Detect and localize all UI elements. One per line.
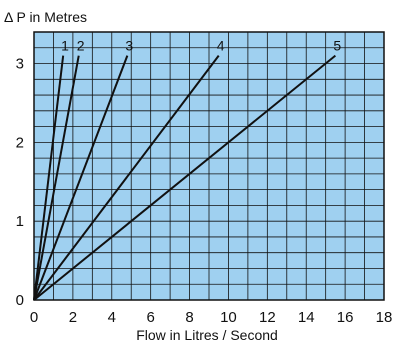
series-line-1 [33, 55, 65, 301]
series-label-1: 1 [61, 38, 69, 54]
y-tick-label: 1 [16, 213, 24, 230]
series-label-4: 4 [217, 38, 225, 54]
x-tick-label: 8 [185, 309, 193, 326]
series-label-3: 3 [125, 38, 133, 54]
series-line-5 [33, 54, 337, 301]
x-tick-label: 14 [298, 309, 315, 326]
x-tick-label: 18 [376, 309, 393, 326]
y-tick-label: 2 [16, 134, 24, 151]
y-axis-label: Δ P in Metres [4, 9, 87, 25]
series-label-5: 5 [333, 38, 341, 54]
x-tick-label: 4 [108, 309, 116, 326]
series-label-2: 2 [77, 38, 85, 54]
x-tick-label: 0 [30, 309, 38, 326]
x-tick-label: 16 [337, 309, 354, 326]
x-axis-label: Flow in Litres / Second [136, 327, 278, 343]
series-line-2 [33, 55, 80, 301]
x-tick-label: 12 [259, 309, 276, 326]
x-tick-labels: 0 2 4 6 8 10 12 14 16 18 [30, 309, 393, 326]
series-lines [33, 54, 337, 301]
plot-frame [33, 31, 385, 301]
series-line-4 [33, 55, 220, 301]
y-tick-label: 3 [16, 56, 24, 73]
y-tick-labels: 0 1 2 3 [16, 56, 24, 309]
series-line-3 [33, 55, 129, 301]
x-tick-label: 2 [69, 309, 77, 326]
x-tick-label: 6 [146, 309, 154, 326]
y-tick-label: 0 [16, 292, 24, 309]
x-tick-label: 10 [220, 309, 237, 326]
